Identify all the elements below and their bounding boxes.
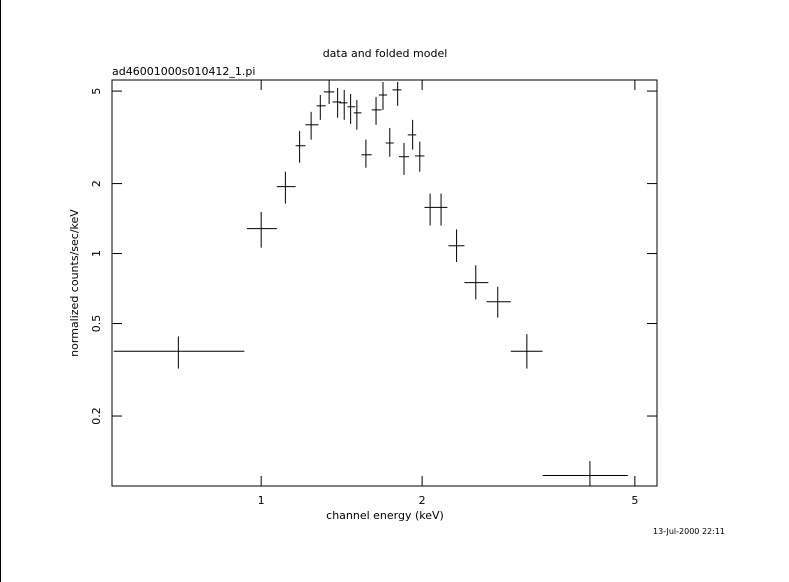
data-layer: [113, 80, 628, 486]
x-tick-label: 2: [419, 494, 426, 507]
x-tick-label: 5: [631, 494, 638, 507]
y-tick-label: 2: [90, 180, 103, 187]
chart-title: data and folded model: [323, 47, 448, 60]
x-tick-label: 1: [258, 494, 265, 507]
y-tick-label: 0.5: [90, 315, 103, 333]
y-tick-label: 5: [90, 88, 103, 95]
y-tick-label: 0.2: [90, 407, 103, 425]
plot-frame: [111, 79, 658, 487]
y-axis-label: normalized counts/sec/keV: [68, 209, 81, 357]
timestamp: 13-Jul-2000 22:11: [653, 527, 725, 536]
y-tick-label: 1: [90, 250, 103, 257]
chart-subtitle: ad46001000s010412_1.pi: [112, 65, 255, 78]
x-axis-label: channel energy (keV): [326, 509, 444, 522]
